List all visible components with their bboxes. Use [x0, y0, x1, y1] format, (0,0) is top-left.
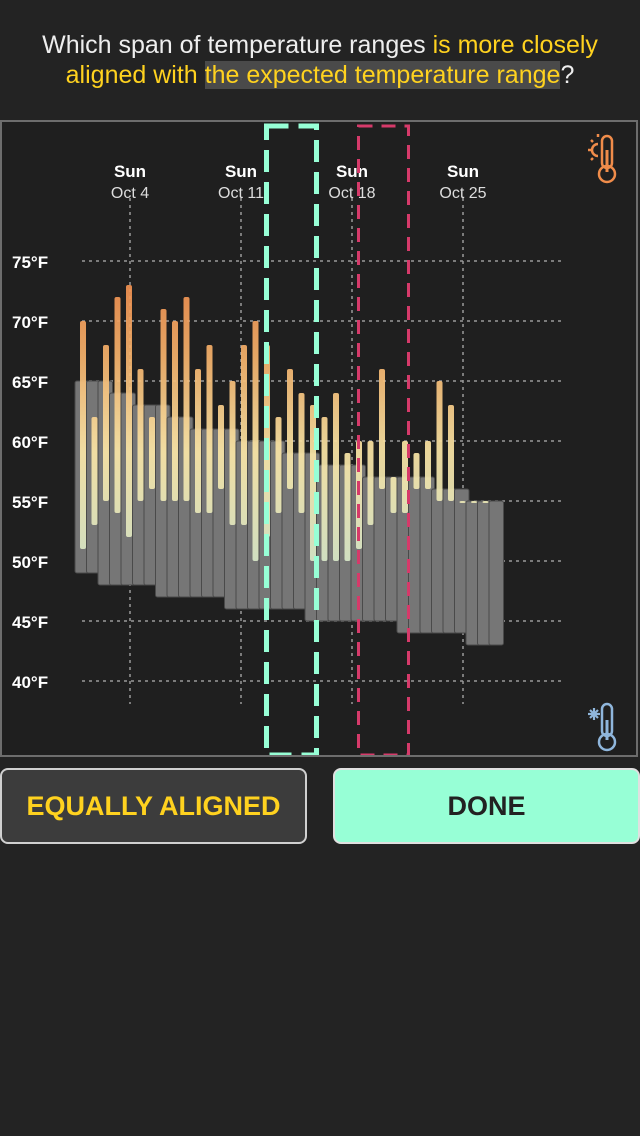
actual-range-bar: [425, 441, 431, 489]
actual-range-bar: [402, 441, 408, 513]
x-tick-date: Oct 18: [328, 185, 375, 202]
temperature-chart[interactable]: 75°F 70°F 65°F 60°F 55°F 50°F 45°F 40°F Sun Oct 4…: [0, 120, 638, 757]
x-tick-day: Sun: [447, 162, 479, 181]
actual-range-bar: [80, 321, 86, 549]
actual-range-bar: [206, 345, 213, 513]
actual-range-bar: [183, 297, 190, 501]
y-tick-label: 50°F: [12, 553, 48, 572]
question-part-4: ?: [560, 61, 575, 89]
x-tick-date: Oct 25: [439, 185, 486, 202]
actual-range-bar: [218, 405, 224, 489]
x-tick-date: Oct 11: [218, 185, 264, 202]
question-text: Which span of temperature ranges is more…: [20, 30, 620, 90]
actual-range-bar: [413, 453, 420, 489]
cold-thermometer-icon: [588, 702, 617, 752]
expected-range-bar: [488, 500, 504, 646]
actual-range-bar: [252, 321, 259, 561]
y-tick-label: 70°F: [12, 313, 48, 332]
y-tick-label: 40°F: [12, 673, 48, 692]
actual-range-bar: [367, 441, 374, 525]
actual-range-bar: [482, 501, 489, 503]
equally-aligned-button[interactable]: EQUALLY ALIGNED: [0, 768, 307, 844]
y-tick-label: 75°F: [12, 253, 48, 272]
actual-range-bar: [91, 417, 98, 525]
actual-range-bar: [459, 501, 466, 503]
actual-range-bar: [298, 393, 305, 513]
y-tick-label: 60°F: [12, 433, 48, 452]
actual-range-bar: [160, 309, 167, 501]
actual-range-bar: [471, 501, 477, 503]
actual-range-bar: [321, 417, 328, 561]
x-tick-day: Sun: [114, 162, 146, 181]
actual-range-bar: [390, 477, 397, 513]
x-tick-day: Sun: [336, 162, 368, 181]
question-part-3: the expected temperature range: [204, 61, 561, 89]
actual-range-bar: [114, 297, 121, 513]
y-tick-label: 55°F: [12, 493, 48, 512]
actual-range-bar: [103, 345, 109, 501]
selection-span-green[interactable]: [264, 123, 319, 755]
done-button[interactable]: DONE: [333, 768, 640, 844]
actual-range-bar: [448, 405, 454, 501]
actual-range-bar: [229, 381, 236, 525]
question-part-2: is more closely aligned with: [65, 31, 598, 89]
actual-range-bar: [436, 381, 443, 501]
actual-range-bar: [333, 393, 339, 561]
actual-range-bar: [195, 369, 201, 513]
y-tick-label: 45°F: [12, 613, 48, 632]
actual-range-bar: [287, 369, 293, 489]
actual-range-bar: [275, 417, 282, 513]
selection-span-pink[interactable]: [357, 124, 410, 755]
actual-range-bar: [126, 285, 132, 537]
actual-range-bar: [344, 453, 351, 561]
y-tick-label: 65°F: [12, 373, 48, 392]
actual-range-bar: [137, 369, 144, 501]
x-tick-day: Sun: [225, 162, 257, 181]
question-part-1: Which span of temperature ranges: [42, 31, 433, 59]
chart-svg[interactable]: 75°F 70°F 65°F 60°F 55°F 50°F 45°F 40°F Sun Oct 4…: [2, 122, 636, 755]
actual-range-bar: [172, 321, 178, 501]
x-tick-date: Oct 4: [111, 185, 149, 202]
actual-range-bar: [241, 345, 247, 525]
hot-thermometer-icon: [588, 134, 617, 184]
actual-range-bar: [149, 417, 155, 489]
actual-range-bar: [379, 369, 385, 489]
